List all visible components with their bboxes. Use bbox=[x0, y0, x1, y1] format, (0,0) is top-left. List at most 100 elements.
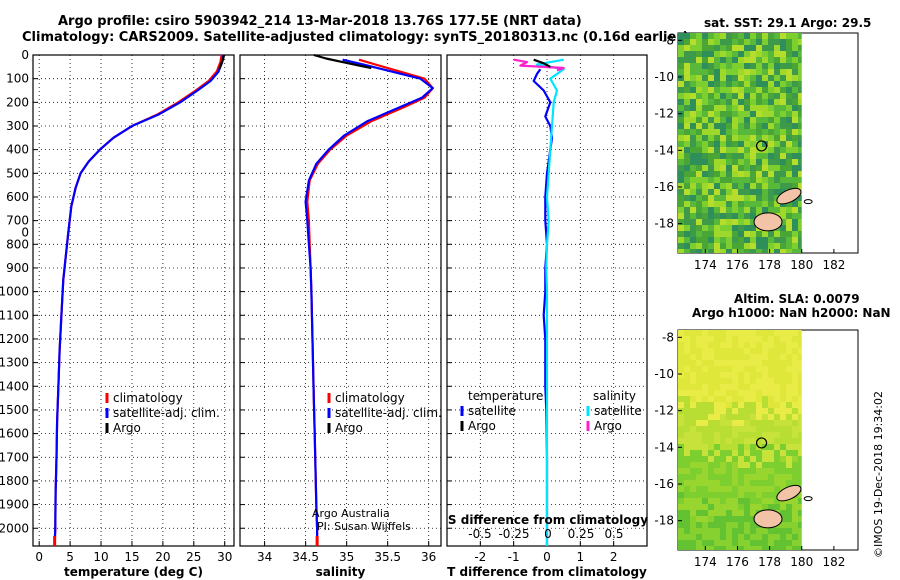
sst-map-cell bbox=[720, 105, 726, 111]
sla-map-cell bbox=[738, 420, 744, 426]
sla-map-cell bbox=[714, 390, 720, 396]
sst-map-cell bbox=[708, 225, 714, 231]
sla-map-cell bbox=[684, 462, 690, 468]
sst-map-cell bbox=[732, 99, 738, 105]
sla-map-cell bbox=[792, 450, 798, 456]
sst-map-cell bbox=[792, 159, 798, 165]
sst-map-cell bbox=[714, 75, 720, 81]
sla-map-cell bbox=[690, 516, 696, 522]
sst-map-cell bbox=[702, 237, 708, 243]
sst-map-cell bbox=[756, 75, 762, 81]
x-tick-label-difference-profile: -2 bbox=[474, 550, 486, 564]
sst-map-cell bbox=[744, 159, 750, 165]
sst-map-cell bbox=[684, 189, 690, 195]
sst-map-cell bbox=[780, 117, 786, 123]
sst-map-cell bbox=[708, 81, 714, 87]
sst-map-cell bbox=[714, 93, 720, 99]
sla-map-cell bbox=[720, 480, 726, 486]
sla-map-cell bbox=[732, 426, 738, 432]
sst-map-cell bbox=[744, 201, 750, 207]
sla-map-cell bbox=[702, 534, 708, 540]
sla-map-cell bbox=[708, 474, 714, 480]
sst-map-cell bbox=[750, 153, 756, 159]
sst-map-cell bbox=[702, 153, 708, 159]
sla-map-cell bbox=[678, 420, 684, 426]
x-axis-label-temperature-profile: temperature (deg C) bbox=[64, 565, 203, 579]
sla-map-cell bbox=[690, 426, 696, 432]
sla-map-cell bbox=[708, 486, 714, 492]
sst-map-cell bbox=[798, 57, 802, 63]
sst-map-cell bbox=[750, 81, 756, 87]
sst-map-cell bbox=[678, 237, 684, 243]
sst-map-cell bbox=[756, 69, 762, 75]
sla-map-cell bbox=[780, 342, 786, 348]
sla-map-cell bbox=[732, 456, 738, 462]
sst-map-cell bbox=[726, 45, 732, 51]
sst-map-cell bbox=[720, 249, 726, 253]
sla-map-cell bbox=[744, 384, 750, 390]
sst-map-cell bbox=[684, 219, 690, 225]
sla-map-cell bbox=[702, 426, 708, 432]
sst-map-cell bbox=[744, 153, 750, 159]
sla-map-cell bbox=[756, 426, 762, 432]
sla-map-cell bbox=[684, 348, 690, 354]
chart-title-line2: Climatology: CARS2009. Satellite-adjuste… bbox=[22, 30, 689, 45]
x-tick-label-salinity-profile: 35 bbox=[339, 550, 354, 564]
sla-map-cell bbox=[684, 354, 690, 360]
sla-map-cell bbox=[690, 390, 696, 396]
sst-map-cell bbox=[768, 39, 774, 45]
sst-map-cell bbox=[684, 129, 690, 135]
sst-map-cell bbox=[714, 171, 720, 177]
sla-map-cell bbox=[756, 492, 762, 498]
sla-map-cell bbox=[768, 420, 774, 426]
sla-map-cell bbox=[750, 426, 756, 432]
sla-map-cell bbox=[690, 534, 696, 540]
sla-map-cell bbox=[744, 336, 750, 342]
sla-map-cell bbox=[678, 504, 684, 510]
sla-map-cell bbox=[792, 528, 798, 534]
sla-map-cell bbox=[726, 468, 732, 474]
sst-map-island-vitilevu bbox=[753, 212, 783, 232]
sla-map-cell bbox=[750, 498, 756, 504]
sla-map-cell bbox=[756, 438, 762, 444]
sla-map-cell bbox=[768, 360, 774, 366]
sst-map-cell bbox=[786, 69, 792, 75]
sla-map-cell bbox=[738, 540, 744, 546]
sst-map-cell bbox=[780, 81, 786, 87]
sst-map-cell bbox=[744, 69, 750, 75]
sst-map-cell bbox=[732, 75, 738, 81]
sst-map-cell bbox=[702, 111, 708, 117]
sla-map-cell bbox=[720, 354, 726, 360]
sst-map-cell bbox=[792, 75, 798, 81]
sla-map-cell bbox=[708, 396, 714, 402]
sla-map-cell bbox=[678, 384, 684, 390]
sst-map-cell bbox=[696, 87, 702, 93]
sst-map-cell bbox=[780, 99, 786, 105]
sst-map-cell bbox=[786, 183, 792, 189]
sla-map-cell bbox=[720, 348, 726, 354]
sla-map-cell bbox=[726, 432, 732, 438]
sst-map-cell bbox=[792, 63, 798, 69]
sla-map-cell bbox=[786, 480, 792, 486]
sla-map-cell bbox=[768, 498, 774, 504]
sla-map-cell bbox=[720, 456, 726, 462]
sst-map-cell bbox=[768, 93, 774, 99]
sla-map-cell bbox=[750, 342, 756, 348]
sla-map-cell bbox=[732, 432, 738, 438]
sst-map-cell bbox=[744, 123, 750, 129]
sla-map-cell bbox=[756, 480, 762, 486]
y-tick-label: 1100 bbox=[0, 308, 29, 322]
sla-map-cell bbox=[720, 504, 726, 510]
sla-map-cell bbox=[708, 384, 714, 390]
sst-map-cell bbox=[768, 135, 774, 141]
sst-map-cell bbox=[732, 57, 738, 63]
sst-map-cell bbox=[690, 171, 696, 177]
sla-map-cell bbox=[684, 456, 690, 462]
sla-map-cell bbox=[720, 498, 726, 504]
sst-map-cell bbox=[708, 135, 714, 141]
sla-map-cell bbox=[738, 516, 744, 522]
sla-map-cell bbox=[774, 528, 780, 534]
sla-map-cell bbox=[780, 516, 786, 522]
sst-map-cell bbox=[714, 165, 720, 171]
sst-map-cell bbox=[768, 33, 774, 39]
